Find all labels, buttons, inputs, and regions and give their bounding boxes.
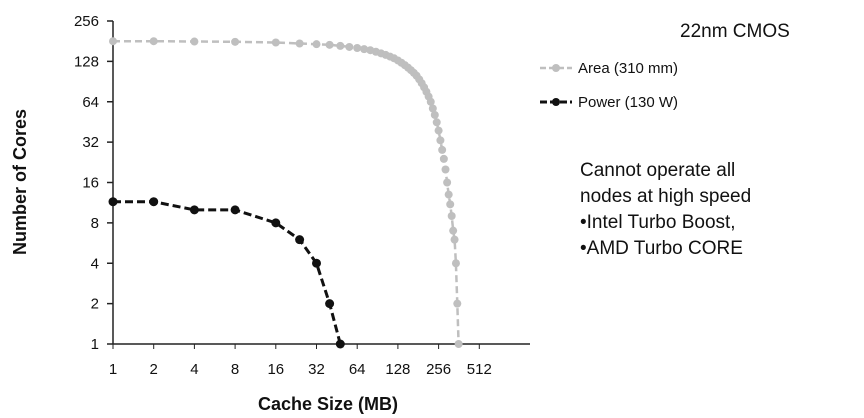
series-area [109,37,463,348]
data-point [454,340,463,348]
data-point [325,40,334,49]
x-ticks: 1 2 4 8 16 32 64 128 256 512 [109,344,492,378]
y-tick-label: 4 [91,255,99,272]
data-point [295,39,304,48]
data-point [109,37,117,46]
data-point [149,197,159,207]
y-ticks: 1 2 4 8 16 32 64 128 256 [74,13,113,353]
legend: Area (310 mm) Power (130 W) [540,60,678,111]
data-point [312,40,321,49]
y-tick-label: 64 [82,94,99,111]
data-point [451,259,460,268]
legend-marker [552,64,560,72]
data-point [108,197,118,207]
data-point [426,97,435,106]
y-tick-label: 256 [74,13,99,30]
side-note-line-1: Cannot operate all [580,160,736,181]
data-point [436,136,445,145]
data-point [360,45,369,54]
legend-marker [552,98,560,106]
data-point [230,205,240,215]
y-tick-label: 1 [91,336,99,353]
series-line [113,39,460,345]
y-tick-label: 2 [91,296,99,313]
data-point [428,104,437,113]
data-point [353,44,362,53]
data-point [441,165,450,174]
data-point [446,200,455,209]
x-axis-title: Cache Size (MB) [258,394,398,414]
series-line [113,200,342,345]
data-point [443,178,452,187]
y-axis-title: Number of Cores [10,109,30,255]
x-tick-label: 1 [109,361,117,378]
data-point [189,205,199,215]
x-tick-label: 64 [349,361,366,378]
data-point [439,154,448,163]
x-tick-label: 256 [426,361,451,378]
data-point [432,118,441,127]
data-point [335,339,345,349]
data-point [453,299,462,308]
data-point [449,226,458,235]
data-point [450,235,459,244]
data-point [444,190,453,199]
legend-label: Area (310 mm) [578,60,678,77]
x-tick-label: 2 [150,361,158,378]
data-point [312,258,321,268]
x-tick-label: 512 [467,361,492,378]
series-power [108,197,345,349]
series-layer [108,37,463,349]
data-point [447,212,456,221]
y-tick-label: 8 [91,215,99,232]
legend-label: Power (130 W) [578,94,678,111]
y-tick-label: 16 [82,175,99,192]
side-note: Cannot operate all nodes at high speed •… [580,158,751,262]
data-point [271,38,280,47]
x-tick-label: 16 [267,361,284,378]
data-point [271,218,281,228]
y-tick-label: 32 [82,134,99,151]
data-point [231,37,240,46]
x-tick-label: 32 [308,361,325,378]
data-point [345,42,354,51]
x-tick-label: 8 [231,361,239,378]
side-note-line-2: nodes at high speed [580,186,752,207]
data-point [430,110,439,119]
data-point [438,145,447,154]
data-point [149,37,158,46]
data-point [434,126,443,135]
side-note-line-3: •Intel Turbo Boost, [580,212,736,233]
data-point [325,299,335,309]
y-tick-label: 128 [74,53,99,70]
data-point [336,41,345,50]
side-note-line-4: •AMD Turbo CORE [580,238,743,259]
data-point [295,235,305,245]
x-tick-label: 128 [385,361,410,378]
x-tick-label: 4 [190,361,198,378]
data-point [190,37,199,46]
technology-label: 22nm CMOS [680,21,790,42]
axes [112,21,530,345]
